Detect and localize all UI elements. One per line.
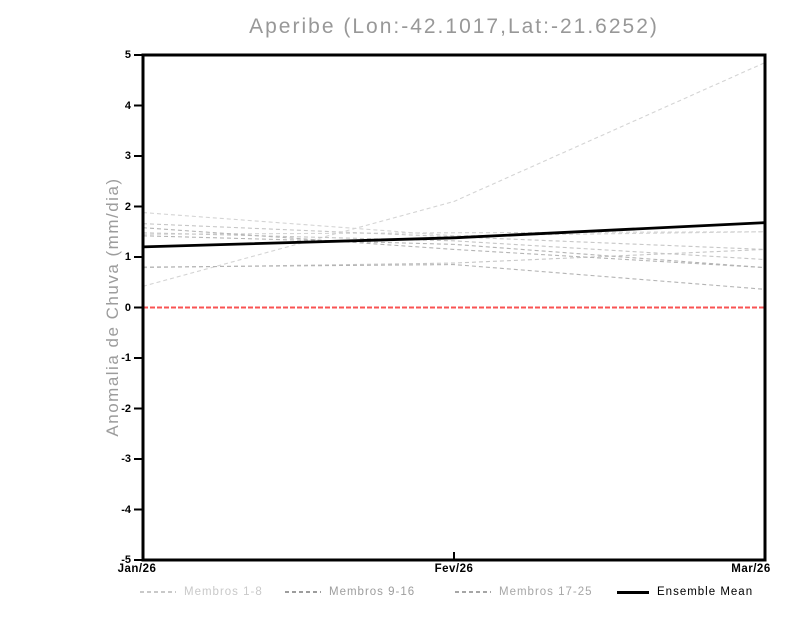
y-tick-label: 2: [124, 200, 131, 213]
member-line: [142, 212, 766, 237]
member-line: [142, 231, 766, 235]
chart-title: Aperibe (Lon:-42.1017,Lat:-21.6252): [249, 15, 659, 38]
legend-label: Membros 1-8: [184, 586, 263, 598]
solid-line-swatch: [617, 590, 649, 594]
dashed-line-swatch: [455, 591, 491, 593]
member-line: [142, 227, 766, 269]
y-tick-label: -5: [121, 553, 131, 566]
member-line: [142, 264, 766, 290]
member-line: [142, 62, 766, 287]
legend-item-ensemble-mean: Ensemble Mean: [617, 586, 753, 598]
y-tick-label: 4: [124, 99, 131, 112]
member-line: [142, 235, 766, 269]
legend-label: Membros 9-16: [329, 586, 416, 598]
y-tick-label: -3: [121, 452, 131, 465]
x-tick-label: Mar/26: [731, 563, 771, 575]
legend-item-membros-17-25: Membros 17-25: [455, 586, 593, 598]
member-line: [142, 232, 766, 261]
dashed-line-swatch: [285, 591, 321, 593]
ensemble-mean-line: [142, 221, 766, 249]
y-tick-label: -1: [121, 351, 131, 364]
legend-item-membros-1-8: Membros 1-8: [140, 586, 263, 598]
legend-label: Membros 17-25: [499, 586, 593, 598]
legend-label: Ensemble Mean: [657, 586, 754, 598]
y-tick-label: 5: [124, 48, 131, 61]
y-tick-label: 1: [124, 250, 131, 263]
x-tick-label: Fev/26: [434, 563, 474, 575]
y-tick-label: 0: [124, 301, 131, 314]
dashed-line-swatch: [140, 591, 176, 593]
x-tick-label: Jan/26: [117, 563, 157, 575]
legend-item-membros-9-16: Membros 9-16: [285, 586, 415, 598]
y-tick-label: 3: [124, 149, 131, 162]
y-tick-label: -4: [121, 503, 131, 516]
member-line: [142, 248, 766, 269]
y-tick-label: -2: [121, 402, 131, 415]
